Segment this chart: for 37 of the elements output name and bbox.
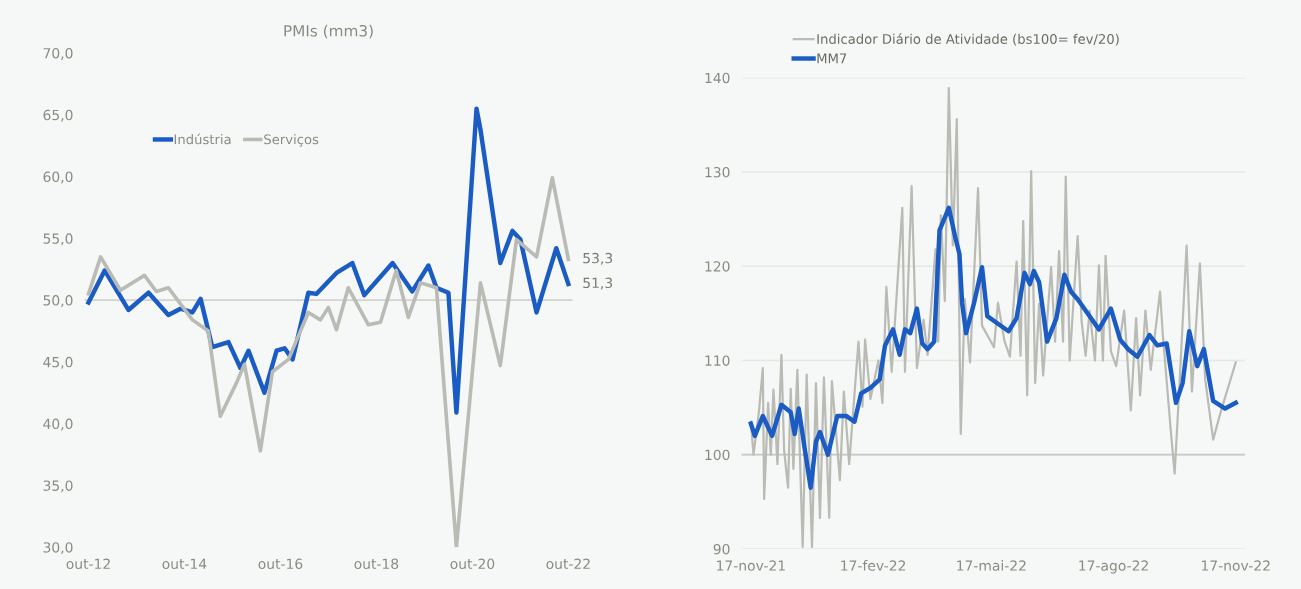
y-tick-label: 65,0 [43,109,73,122]
y-tick-label: 50,0 [43,295,73,307]
x-tick-label: 17-nov-22 [1202,560,1270,571]
line-series [86,175,571,548]
y-tick-label: 40,0 [43,418,73,431]
x-tick-label: out-14 [162,558,207,570]
y-tick-label: 55,0 [43,233,73,246]
annotation: 51,3 [583,277,613,290]
legend-label: Serviços [264,134,319,147]
x-tick-label: out-16 [258,558,303,570]
x-tick-label: 17-nov-21 [717,560,785,571]
legend-label: Indicador Diário de Atividade (bs100= fev/20) [817,33,1119,46]
y-tick-label: 45,0 [43,356,73,369]
y-tick-label: 70,0 [43,47,73,60]
legend-label: MM7 [817,53,847,64]
x-tick-label: out-20 [450,558,495,570]
x-tick-label: 17-mai-22 [957,560,1026,571]
line-series [86,106,571,415]
x-tick-label: out-22 [546,558,590,570]
y-tick-label: 110 [705,355,730,366]
y-tick-label: 100 [705,449,730,461]
y-tick-label: 120 [705,261,730,272]
y-tick-label: 35,0 [43,480,73,493]
x-tick-label: out-18 [354,558,399,570]
chart-title: PMIs (mm3) [284,24,373,39]
y-tick-label: 30,0 [43,542,73,555]
y-tick-label: 140 [705,72,730,84]
line-series [749,87,1237,549]
y-tick-label: 60,0 [43,171,73,184]
x-tick-label: out-12 [66,558,110,570]
line-series [748,205,1238,490]
x-tick-label: 17-fev-22 [841,560,906,571]
x-tick-label: 17-ago-22 [1079,560,1148,574]
y-tick-label: 130 [705,166,730,178]
annotation: 53,3 [583,252,613,265]
legend-label: Indústria [174,133,231,145]
y-tick-label: 90 [713,543,730,555]
